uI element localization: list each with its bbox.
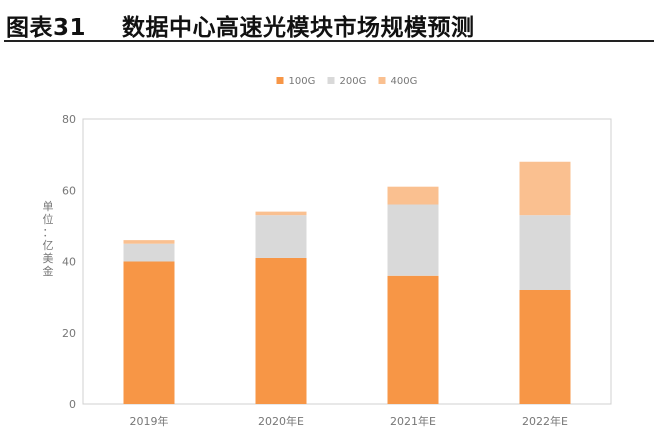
y-axis-label: 单位：亿美金 xyxy=(43,200,54,278)
figure-header: 图表31 数据中心高速光模块市场规模预测 xyxy=(0,0,658,44)
y-axis-label-char: 美 xyxy=(43,252,54,265)
y-axis-label-char: 金 xyxy=(43,264,54,278)
bars xyxy=(123,161,571,404)
bar-segment-200g xyxy=(519,215,571,290)
bar-segment-100g xyxy=(123,261,175,404)
x-tick-label: 2019年 xyxy=(130,414,169,428)
y-tick-label: 0 xyxy=(69,398,76,411)
x-axis: 2019年 2020年E 2021年E 2022年E xyxy=(130,414,569,428)
legend-label-400g: 400G xyxy=(391,76,418,87)
y-axis: 0 20 40 60 80 xyxy=(62,113,76,411)
legend-label-200g: 200G xyxy=(340,76,367,87)
y-axis-label-char: 亿 xyxy=(43,239,54,252)
bar-segment-400g xyxy=(387,186,439,205)
plot-area-frame xyxy=(82,118,612,405)
y-tick-label: 20 xyxy=(62,327,76,340)
y-axis-label-char: ： xyxy=(43,226,54,239)
figure-label: 图表31 xyxy=(6,15,87,41)
bar-segment-200g xyxy=(255,215,307,258)
legend-swatch-100g xyxy=(276,77,284,84)
y-tick-label: 40 xyxy=(62,256,76,269)
x-tick-label: 2022年E xyxy=(522,414,568,428)
bar-segment-200g xyxy=(123,243,175,262)
figure-title: 数据中心高速光模块市场规模预测 xyxy=(122,15,475,41)
bar-segment-100g xyxy=(387,275,439,404)
bar-segment-100g xyxy=(255,257,307,404)
bar-segment-400g xyxy=(255,211,307,216)
y-axis-label-char: 位 xyxy=(43,212,54,226)
y-tick-label: 80 xyxy=(62,113,76,126)
y-axis-label-char: 单 xyxy=(43,200,54,213)
legend: 100G 200G 400G xyxy=(276,76,418,87)
bar-segment-400g xyxy=(519,161,571,216)
bar-segment-400g xyxy=(123,240,175,244)
legend-swatch-400g xyxy=(378,77,386,84)
legend-label-100g: 100G xyxy=(289,76,316,87)
x-tick-label: 2020年E xyxy=(258,414,304,428)
x-tick-label: 2021年E xyxy=(390,414,436,428)
header-rule xyxy=(4,40,654,42)
legend-swatch-200g xyxy=(327,77,335,84)
bar-segment-100g xyxy=(519,290,571,404)
bar-segment-200g xyxy=(387,204,439,276)
y-tick-label: 60 xyxy=(62,184,76,197)
